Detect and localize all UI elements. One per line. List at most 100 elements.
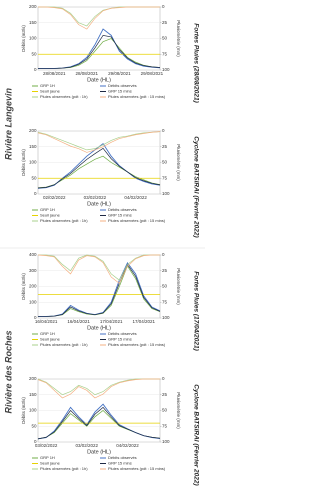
- y2-tick-label: 0: [162, 128, 165, 133]
- legend-label: Pluies observées (pdt : 1h): [40, 94, 88, 99]
- x-tick-label: 04/02/2022: [124, 195, 147, 200]
- y-tick-label: 0: [34, 191, 37, 196]
- legend-label: Pluies observées (pdt : 15 mins): [108, 218, 166, 223]
- y-tick-label: 50: [31, 175, 37, 180]
- y2-tick-label: 100: [162, 315, 170, 320]
- series-line: [38, 254, 160, 281]
- x-tick-label: 02/02/2022: [43, 195, 66, 200]
- legend-label: Pluies observées (pdt : 1h): [40, 342, 88, 347]
- legend-label: Débits observés: [108, 455, 137, 460]
- x-tick-label: 04/02/2022: [116, 443, 139, 448]
- x-axis-label: Date (HL): [87, 77, 111, 83]
- legend-label: GRP 1H: [40, 83, 55, 88]
- y-tick-label: 150: [29, 20, 37, 25]
- legend-label: Seuil jaune: [40, 213, 61, 218]
- series-line: [38, 263, 161, 317]
- legend-label: GRP 1H: [40, 331, 55, 336]
- legend-label: Pluies observées (pdt : 15 mins): [108, 94, 166, 99]
- y2-tick-label: 50: [162, 408, 168, 413]
- y2-tick-label: 0: [162, 252, 165, 257]
- legend-label: GRP 15 mins: [108, 89, 132, 94]
- chart-title: Fortes Pluies (28/08/2021): [192, 23, 199, 103]
- y2-tick-label: 75: [162, 299, 168, 304]
- legend-label: Pluies observées (pdt : 1h): [40, 466, 88, 471]
- y-tick-label: 150: [29, 392, 37, 397]
- y2-tick-label: 0: [162, 376, 165, 381]
- y2-axis-label: Pluviométrie (mm): [176, 20, 181, 57]
- x-tick-label: 17/04/2021: [132, 319, 155, 324]
- legend-label: GRP 15 mins: [108, 337, 132, 342]
- x-tick-label: 03/02/2022: [35, 443, 58, 448]
- y2-tick-label: 25: [162, 20, 168, 25]
- y-tick-label: 0: [34, 439, 37, 444]
- series-line: [38, 34, 161, 69]
- y2-axis-label: Pluviométrie (mm): [176, 268, 181, 305]
- y-axis-label: Débits (m3/s): [21, 273, 26, 300]
- y-tick-label: 200: [29, 376, 37, 381]
- group-label: Rivière Langevin: [3, 87, 13, 160]
- x-axis-label: Date (HL): [87, 325, 111, 331]
- legend-label: Débits observés: [108, 207, 137, 212]
- y-tick-label: 100: [29, 299, 37, 304]
- y-tick-label: 200: [29, 4, 37, 9]
- x-tick-label: 16/04/2021: [67, 319, 90, 324]
- x-axis-label: Date (HL): [87, 449, 111, 455]
- y-axis-label: Débits (m3/s): [21, 149, 26, 176]
- series-line: [37, 142, 161, 189]
- y-tick-label: 200: [29, 284, 37, 289]
- series-line: [38, 38, 161, 69]
- legend-label: Seuil jaune: [40, 461, 61, 466]
- x-tick-label: 16/04/2021: [35, 319, 58, 324]
- y2-tick-label: 25: [162, 268, 168, 273]
- y2-tick-label: 0: [162, 4, 165, 9]
- legend-label: Débits observés: [108, 83, 137, 88]
- legend-label: GRP 1H: [40, 455, 55, 460]
- y2-axis-label: Pluviométrie (mm): [176, 392, 181, 429]
- y-tick-label: 400: [29, 252, 37, 257]
- y2-tick-label: 100: [162, 439, 170, 444]
- y2-tick-label: 25: [162, 392, 168, 397]
- x-tick-label: 03/02/2022: [76, 443, 99, 448]
- series-line: [37, 147, 161, 189]
- legend-label: Seuil jaune: [40, 337, 61, 342]
- series-line: [38, 6, 160, 27]
- y2-tick-label: 50: [162, 36, 168, 41]
- series-line: [37, 403, 161, 440]
- series-line: [38, 28, 161, 69]
- x-tick-label: 28/08/2021: [43, 71, 66, 76]
- series-line: [37, 378, 160, 399]
- series-line: [37, 131, 161, 151]
- series-line: [37, 131, 161, 153]
- legend-label: GRP 1H: [40, 207, 55, 212]
- legend-label: Pluies observées (pdt : 15 mins): [108, 342, 166, 347]
- y2-tick-label: 50: [162, 284, 168, 289]
- x-tick-label: 03/02/2022: [84, 195, 107, 200]
- y-axis-label: Débits (m3/s): [21, 397, 26, 424]
- legend-label: GRP 15 mins: [108, 461, 132, 466]
- series-line: [37, 406, 161, 440]
- legend-label: Pluies observées (pdt : 15 mins): [108, 466, 166, 471]
- y2-tick-label: 75: [162, 423, 168, 428]
- y2-axis-label: Pluviométrie (mm): [176, 144, 181, 181]
- y-tick-label: 0: [34, 315, 37, 320]
- y-axis-label: Débits (m3/s): [21, 25, 26, 52]
- legend-label: Seuil jaune: [40, 89, 61, 94]
- x-axis-label: Date (HL): [87, 201, 111, 207]
- legend-label: Pluies observées (pdt : 1h): [40, 218, 88, 223]
- y2-tick-label: 100: [162, 191, 170, 196]
- x-tick-label: 17/04/2021: [100, 319, 123, 324]
- series-line: [37, 254, 160, 284]
- legend-label: GRP 15 mins: [108, 213, 132, 218]
- y-tick-label: 50: [31, 423, 37, 428]
- y-tick-label: 300: [29, 268, 37, 273]
- y2-tick-label: 75: [162, 51, 168, 56]
- series-line: [38, 6, 160, 30]
- y-tick-label: 200: [29, 128, 37, 133]
- y-tick-label: 50: [31, 51, 37, 56]
- y2-tick-label: 25: [162, 144, 168, 149]
- y-tick-label: 150: [29, 144, 37, 149]
- y-tick-label: 100: [29, 160, 37, 165]
- y2-tick-label: 75: [162, 175, 168, 180]
- y2-tick-label: 50: [162, 160, 168, 165]
- figure: Rivière Langevin Rivière des Roches 0 50 100…: [0, 4, 205, 486]
